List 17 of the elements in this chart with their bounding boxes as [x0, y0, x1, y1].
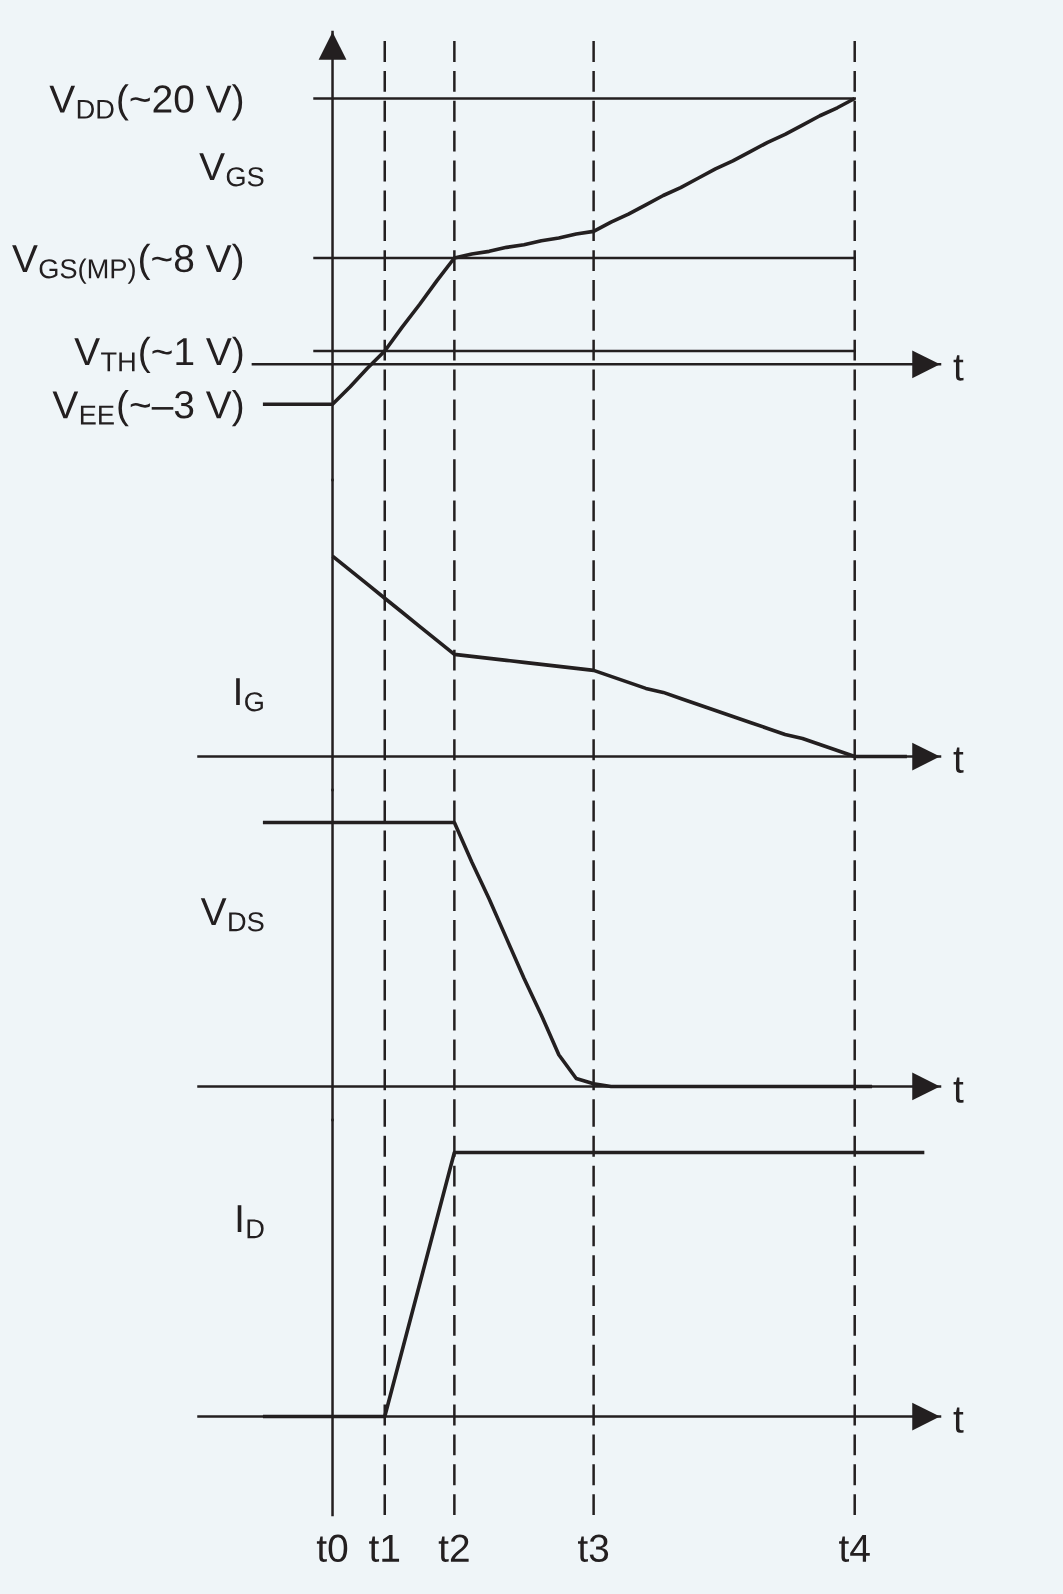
x-axis-title: t [953, 1407, 964, 1433]
x-axis-title: t [953, 355, 964, 381]
y-axis-title: V$_{DS}$ [200, 898, 264, 932]
x-axis-title: t [953, 747, 964, 773]
x-tick-label: t0 [316, 1534, 348, 1563]
y-axis-title: I$_{D}$ [237, 1205, 264, 1239]
x-tick-label: t2 [438, 1534, 469, 1562]
y-tick-label: V$_{GS(MP)}$(~8 V) [12, 243, 243, 284]
x-tick-label: t4 [839, 1534, 870, 1562]
y-tick-label: V$_{EE}$(~–3 V) [52, 390, 243, 427]
x-tick-label: t3 [577, 1534, 609, 1563]
x-tick-label: t1 [369, 1534, 400, 1562]
y-tick-label: V$_{TH}$(~1 V) [74, 336, 243, 374]
y-tick-label: V$_{DD}$(~20 V) [49, 84, 243, 121]
y-axis-title: V$_{GS}$ [199, 153, 264, 187]
x-axis-title: t [953, 1077, 964, 1103]
y-axis-title: I$_{G}$ [236, 678, 263, 712]
